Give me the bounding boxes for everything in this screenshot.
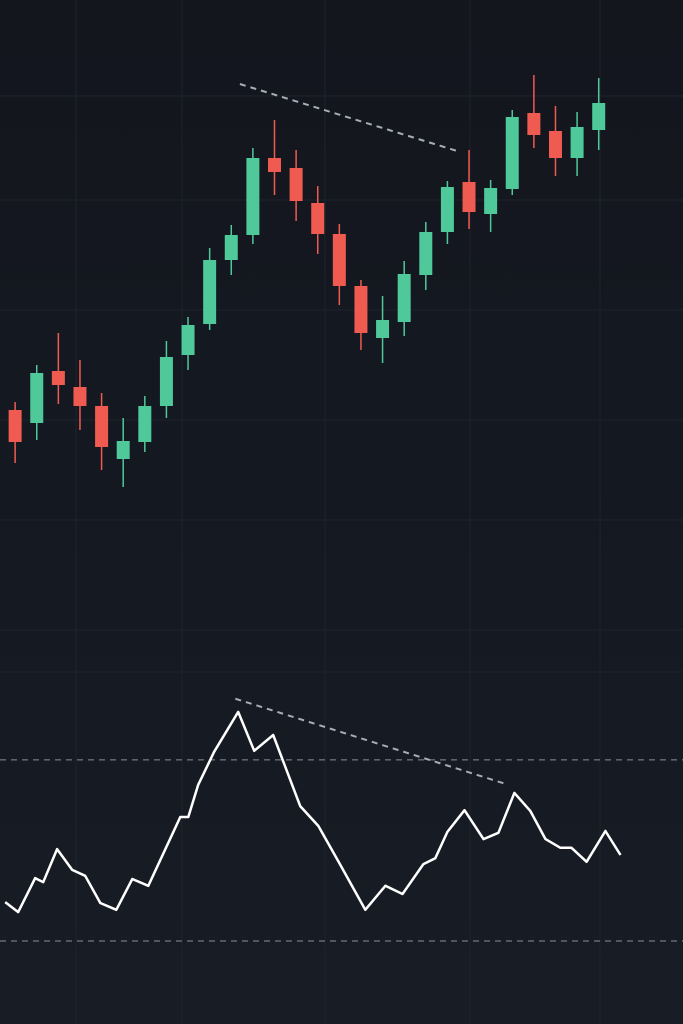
candle-body [376, 320, 390, 338]
candle-body [354, 286, 368, 333]
candle-body [95, 406, 109, 447]
trend-line [235, 697, 506, 785]
candle-body [246, 158, 260, 235]
candle-body [116, 441, 130, 459]
candle-body [592, 103, 606, 130]
candle-body [462, 182, 476, 212]
candle-body [203, 260, 217, 324]
candle-body [527, 113, 541, 135]
candle-body [138, 406, 152, 442]
candle-body [224, 235, 238, 260]
candle-body [419, 232, 433, 275]
candle-body [8, 410, 22, 442]
candle-body [505, 117, 519, 189]
trend-line [239, 83, 461, 153]
candle-body [30, 373, 44, 423]
oscillator-line [4, 710, 622, 914]
candle-body [267, 158, 281, 172]
candle-body [548, 131, 562, 158]
candle-body [332, 234, 346, 286]
candle-body [73, 387, 87, 406]
candle-body [289, 168, 303, 201]
candle-body [311, 203, 325, 234]
candle-body [484, 188, 498, 214]
candle-body [159, 357, 173, 406]
candle-body [397, 274, 411, 322]
candle-body [570, 127, 584, 158]
candle-body [440, 187, 454, 232]
candle-body [51, 371, 65, 385]
candle-body [181, 325, 195, 355]
